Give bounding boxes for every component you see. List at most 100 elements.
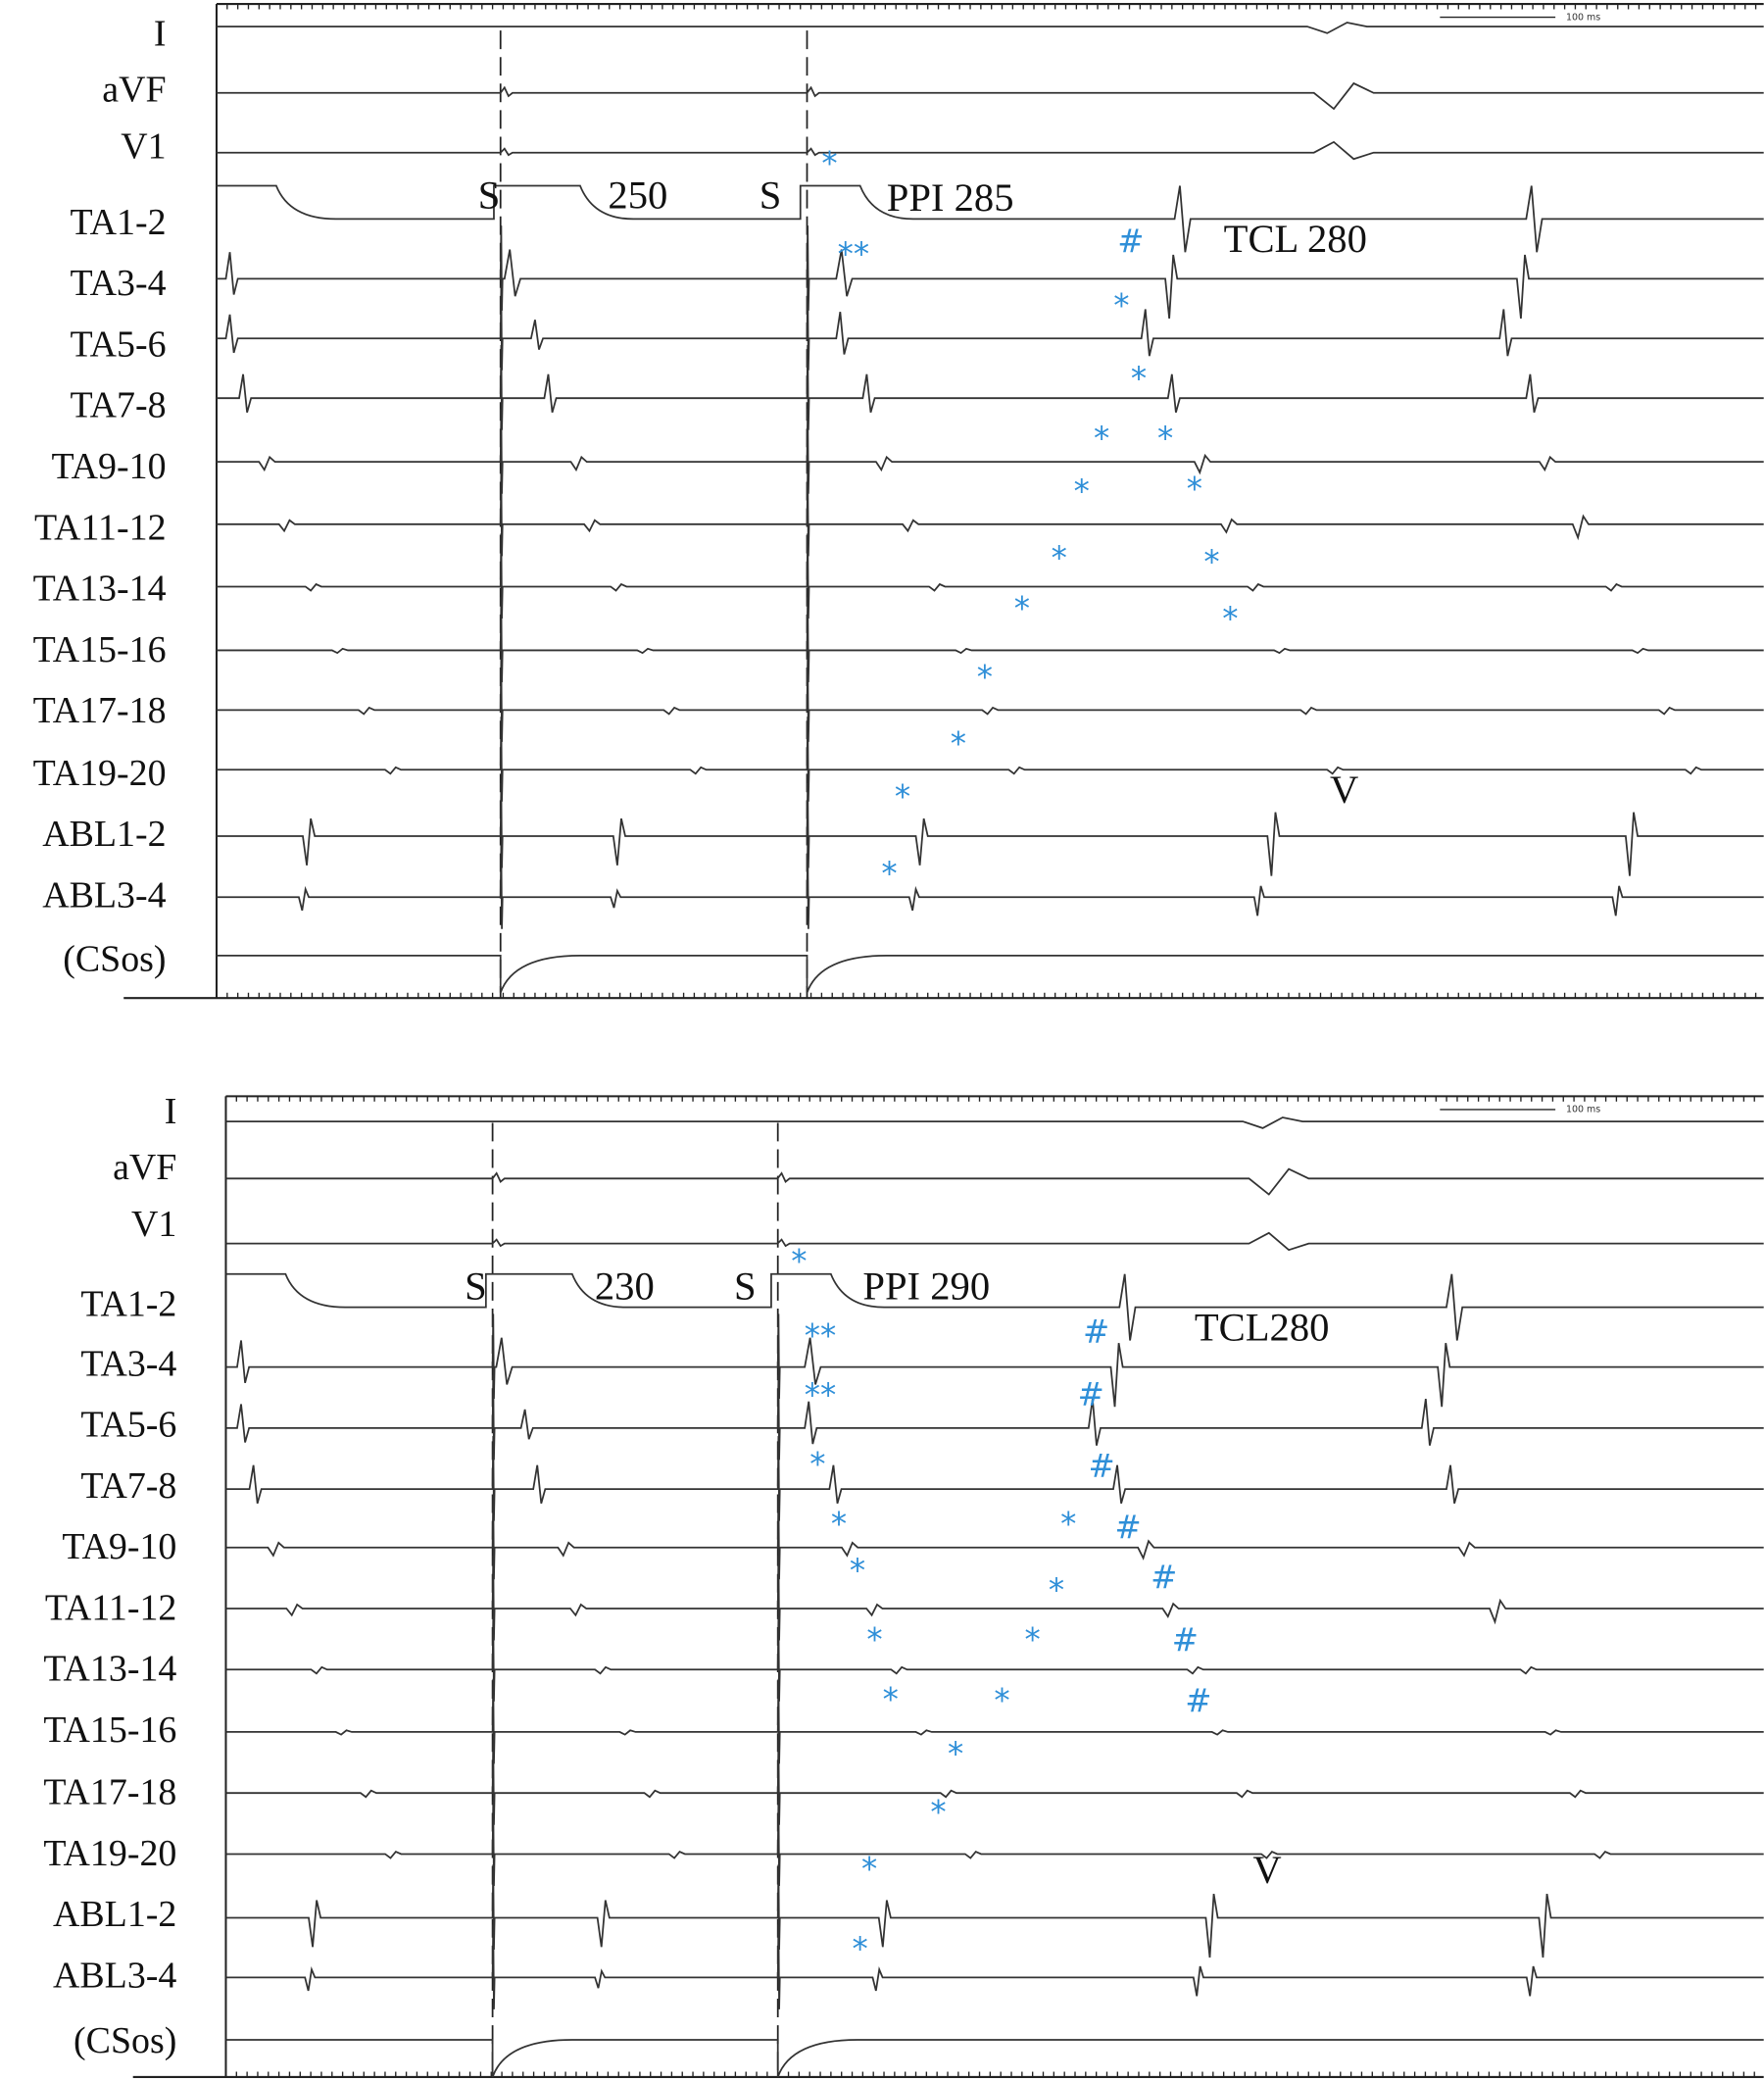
channel-label: TA17-18 bbox=[43, 1772, 176, 1813]
channel-label: TA1-2 bbox=[71, 202, 167, 243]
marker: # bbox=[1078, 1375, 1104, 1412]
trace bbox=[225, 1272, 1764, 1341]
trace bbox=[225, 1313, 1764, 1408]
trace bbox=[225, 1678, 1764, 1764]
trace bbox=[216, 954, 1764, 994]
channel-label: I bbox=[165, 1091, 177, 1132]
marker: * bbox=[791, 1243, 807, 1280]
marker: ** bbox=[805, 1317, 836, 1355]
marker: * bbox=[951, 725, 966, 763]
channel-label: ABL3-4 bbox=[42, 874, 166, 916]
trace bbox=[216, 657, 1764, 742]
marker: * bbox=[861, 1851, 877, 1888]
channel-label: V1 bbox=[131, 1204, 176, 1245]
channel-label: TA13-14 bbox=[43, 1649, 176, 1690]
marker: * bbox=[1060, 1506, 1076, 1543]
trace bbox=[225, 1555, 1764, 1641]
channel-label: I bbox=[154, 14, 167, 55]
marker: * bbox=[895, 778, 910, 816]
trace bbox=[216, 597, 1764, 682]
annotation: 250 bbox=[608, 173, 667, 217]
channel-label: TA11-12 bbox=[34, 507, 167, 548]
trace bbox=[216, 225, 1764, 320]
trace bbox=[216, 22, 1764, 34]
marker: * bbox=[1014, 590, 1030, 627]
annotation: 230 bbox=[595, 1263, 655, 1308]
scale-label: 100 ms bbox=[1566, 1105, 1600, 1115]
trace bbox=[216, 471, 1764, 557]
channel-label: ABL1-2 bbox=[53, 1894, 176, 1935]
marker: # bbox=[1083, 1313, 1109, 1351]
marker: # bbox=[1117, 223, 1144, 260]
channel-label: TA7-8 bbox=[71, 385, 167, 426]
marker: * bbox=[977, 659, 993, 696]
trace bbox=[216, 345, 1764, 430]
channel-label: TA13-14 bbox=[33, 569, 167, 610]
marker: * bbox=[853, 1930, 868, 1967]
marker: * bbox=[1094, 421, 1109, 458]
channel-label: TA17-18 bbox=[33, 690, 167, 731]
trace bbox=[225, 2039, 1764, 2078]
annotation: S bbox=[734, 1263, 757, 1308]
trace bbox=[225, 1740, 1764, 1825]
marker: # bbox=[1115, 1509, 1142, 1546]
marker: # bbox=[1172, 1621, 1199, 1659]
channel-label: V1 bbox=[121, 126, 166, 168]
annotation: TCL280 bbox=[1195, 1305, 1330, 1349]
annotation: S bbox=[465, 1263, 487, 1308]
trace bbox=[216, 717, 1764, 802]
trace bbox=[225, 1116, 1764, 1129]
marker: * bbox=[1157, 421, 1173, 458]
trace bbox=[225, 1167, 1764, 1196]
trace bbox=[225, 1924, 1764, 2009]
channel-label: (CSos) bbox=[74, 2020, 176, 2061]
annotation: PPI 290 bbox=[862, 1263, 990, 1308]
trace bbox=[225, 1374, 1764, 1461]
trace bbox=[225, 1864, 1764, 1958]
trace bbox=[216, 782, 1764, 876]
annotation: S bbox=[760, 173, 782, 217]
marker: * bbox=[1131, 361, 1147, 398]
trace bbox=[216, 81, 1764, 111]
annotation: PPI 285 bbox=[887, 175, 1014, 220]
marker: * bbox=[866, 1621, 882, 1659]
annotation: V bbox=[1252, 1848, 1281, 1892]
channel-label: TA3-4 bbox=[80, 1343, 176, 1384]
channel-label: TA15-16 bbox=[43, 1709, 176, 1751]
channel-label: ABL1-2 bbox=[42, 814, 166, 855]
marker: * bbox=[831, 1506, 847, 1543]
channel-label: ABL3-4 bbox=[53, 1955, 176, 1996]
channel-label: TA1-2 bbox=[80, 1283, 176, 1324]
annotation: S bbox=[478, 173, 501, 217]
marker: # bbox=[1151, 1559, 1177, 1596]
trace bbox=[225, 1231, 1764, 1252]
trace bbox=[216, 184, 1764, 253]
trace bbox=[216, 285, 1764, 371]
trace bbox=[225, 1616, 1764, 1702]
annotation: V bbox=[1330, 768, 1358, 812]
channel-label: TA3-4 bbox=[71, 263, 167, 304]
channel-label: TA19-20 bbox=[33, 753, 167, 794]
marker: * bbox=[994, 1682, 1009, 1719]
trace bbox=[216, 409, 1764, 494]
channel-label: TA9-10 bbox=[62, 1526, 176, 1567]
marker: * bbox=[809, 1446, 825, 1483]
marker: ** bbox=[805, 1377, 836, 1414]
marker: * bbox=[881, 856, 897, 893]
marker: # bbox=[1088, 1447, 1114, 1484]
trace bbox=[225, 1801, 1764, 1886]
channel-label: TA5-6 bbox=[80, 1405, 176, 1446]
marker: * bbox=[821, 145, 837, 182]
marker: * bbox=[883, 1681, 899, 1718]
marker: * bbox=[1052, 539, 1067, 576]
channel-label: TA9-10 bbox=[52, 446, 167, 487]
channel-label: (CSos) bbox=[63, 938, 166, 979]
annotation: TCL 280 bbox=[1224, 217, 1367, 261]
channel-label: TA19-20 bbox=[43, 1833, 176, 1874]
channel-label: TA15-16 bbox=[33, 629, 167, 670]
channel-label: TA5-6 bbox=[71, 323, 167, 365]
trace bbox=[216, 140, 1764, 161]
trace bbox=[225, 1435, 1764, 1521]
scale-label: 100 ms bbox=[1566, 12, 1600, 23]
marker: * bbox=[1113, 287, 1129, 324]
